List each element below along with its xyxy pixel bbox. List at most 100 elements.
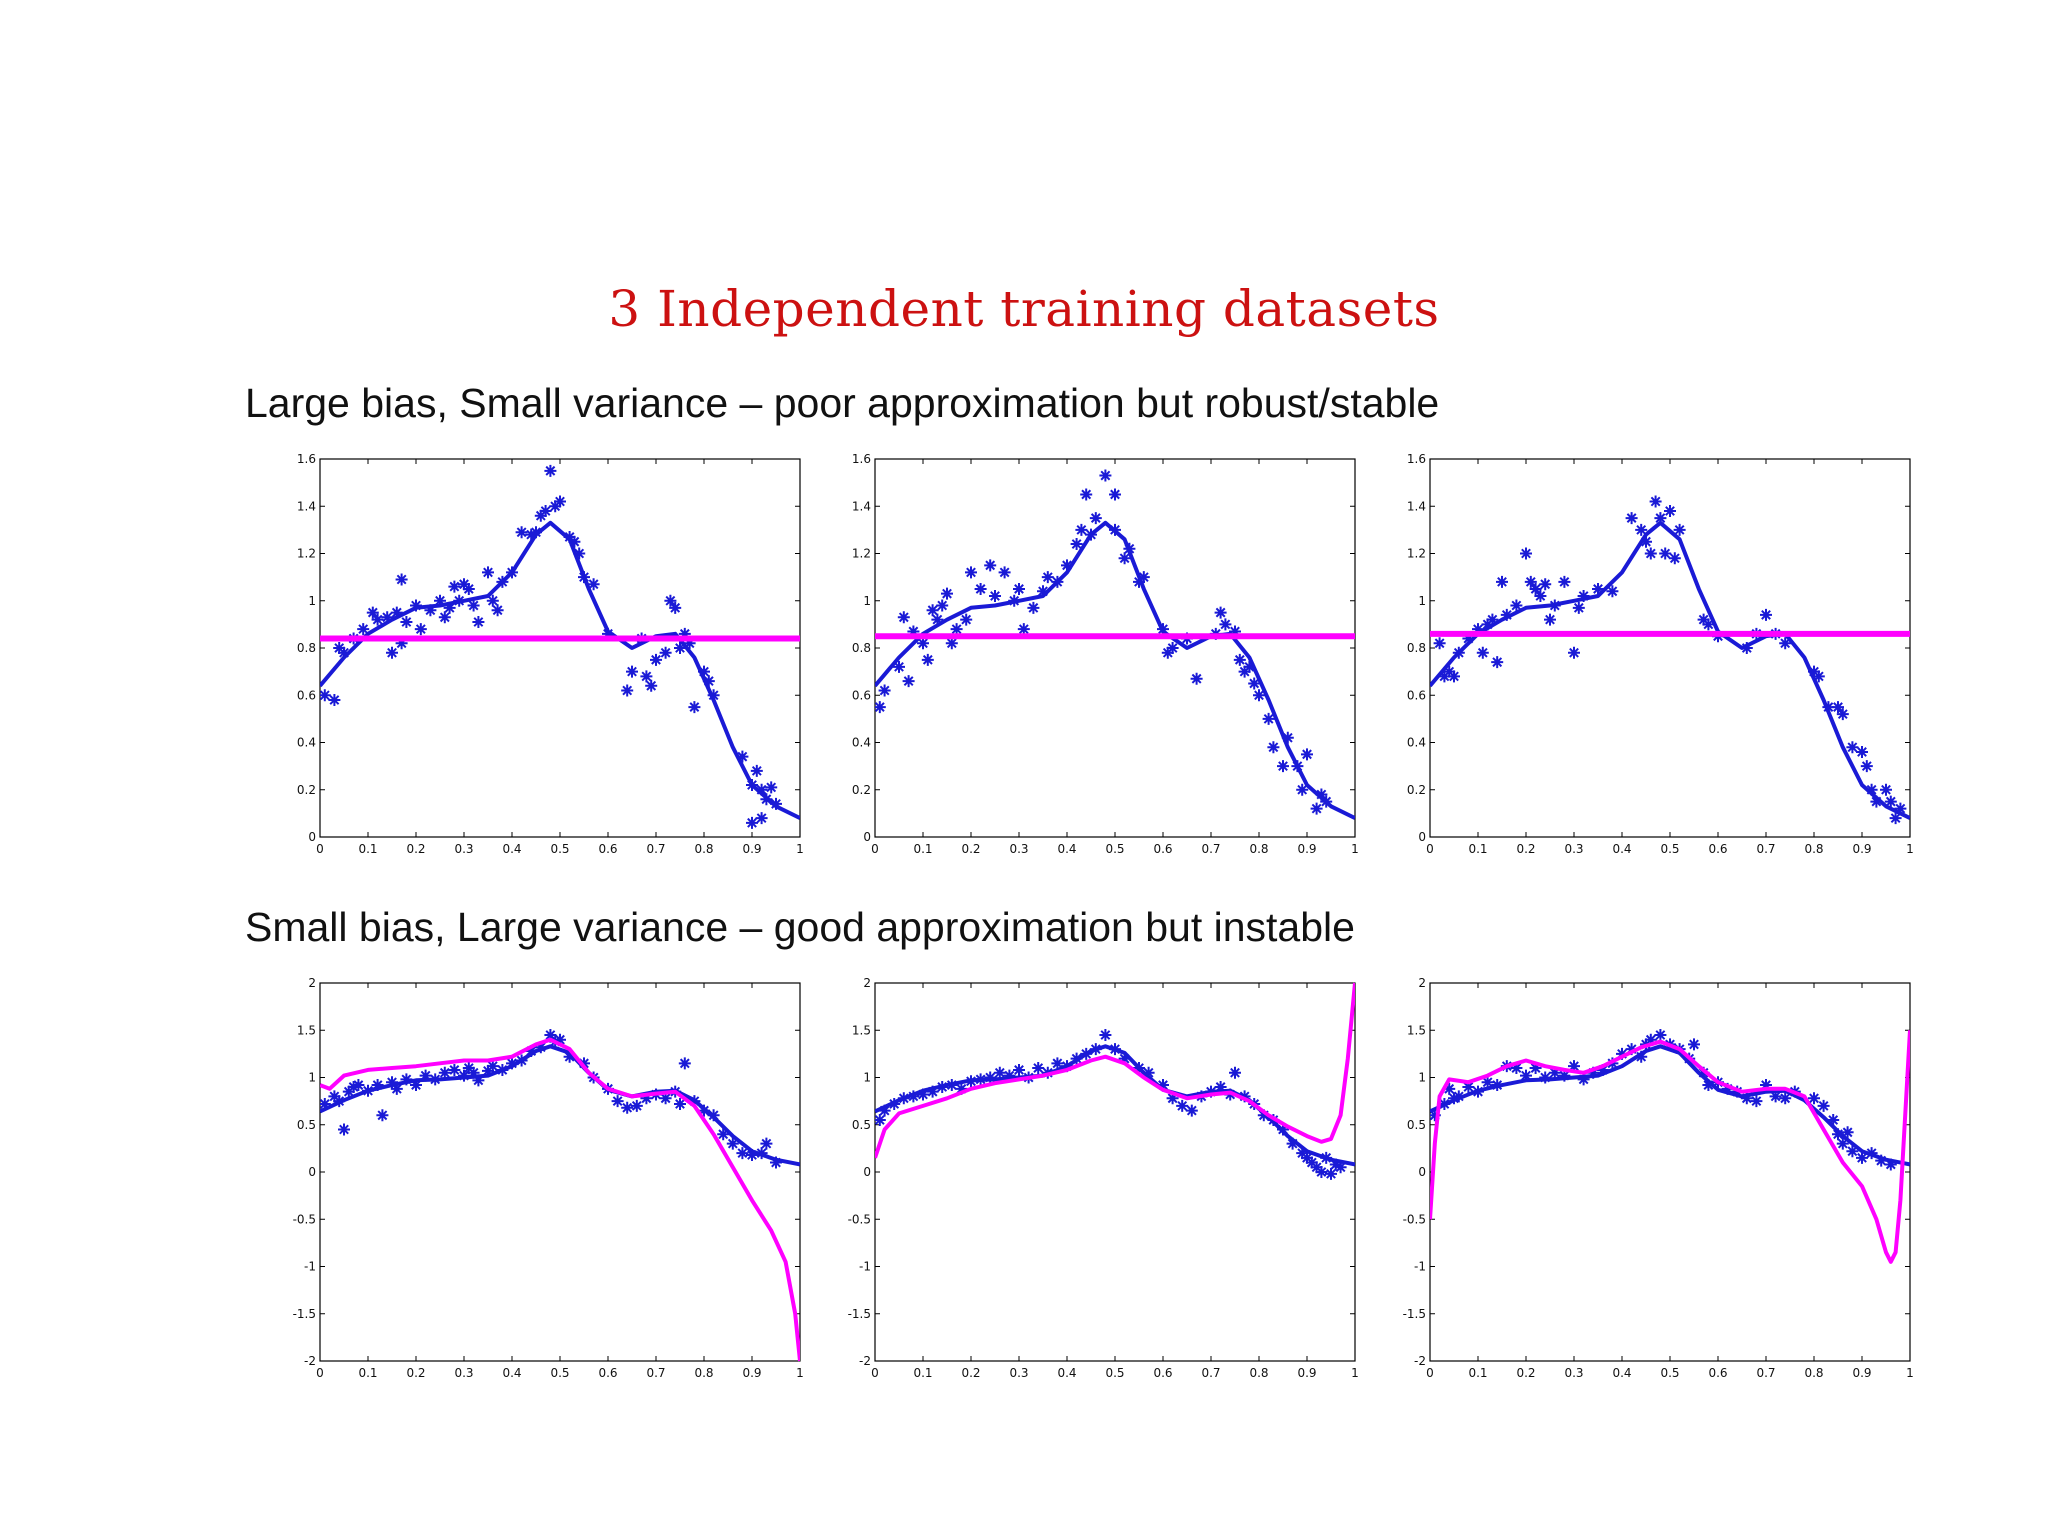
x-tick-label: 0.9 [742,1366,761,1380]
data-point [366,606,379,619]
x-tick-label: 0.4 [1612,842,1631,856]
data-point [1089,512,1102,525]
data-point [539,504,552,517]
x-tick-label: 0.8 [694,1366,713,1380]
data-point [347,1080,360,1093]
data-point [1329,1158,1342,1171]
y-tick-label: 1 [863,1071,871,1085]
data-point [1817,1099,1830,1112]
y-tick-label: 2 [1418,976,1426,990]
data-point [1884,1158,1897,1171]
data-point [1832,701,1844,714]
data-point [1296,1147,1309,1160]
data-point [1051,1057,1064,1070]
data-point [486,594,499,607]
y-tick-label: -1.5 [1403,1307,1426,1321]
y-tick-label: 0.2 [1407,783,1426,797]
data-point [1635,1050,1648,1063]
data-point [998,566,1011,579]
data-point [640,670,653,683]
x-tick-label: 0.5 [550,842,569,856]
data-point [472,616,485,629]
data-point [1534,590,1547,603]
data-point [1664,504,1676,517]
data-point [1832,1128,1844,1141]
data-point [390,1082,403,1095]
y-tick-label: -1 [1414,1260,1426,1274]
data-point [1702,1079,1715,1092]
x-tick-label: 0.6 [1708,1366,1727,1380]
data-point [587,578,600,591]
data-point [1229,1066,1241,1079]
data-point [1846,741,1859,754]
x-tick-label: 0.7 [646,1366,665,1380]
data-point [1433,637,1446,650]
y-tick-label: -0.5 [1403,1212,1426,1226]
data-point [683,637,696,650]
x-tick-label: 0.4 [502,842,521,856]
data-point [1443,665,1456,678]
data-point [1061,559,1073,572]
x-tick-label: 0.2 [961,1366,980,1380]
data-point [1659,547,1672,560]
data-point [669,601,682,614]
x-tick-label: 1 [796,1366,804,1380]
data-point [491,604,504,617]
data-point [1750,1095,1763,1108]
data-point [1305,1156,1318,1169]
data-point [1520,547,1532,560]
data-point [1430,1109,1441,1122]
data-point [544,1028,557,1041]
y-tick-label: 0 [863,830,871,844]
x-tick-label: 0.9 [1297,842,1316,856]
x-tick-label: 0.9 [1852,842,1871,856]
data-point [1544,613,1556,626]
data-point [1185,1104,1198,1117]
data-point [698,665,710,678]
data-point [989,590,1001,603]
y-tick-label: 1.2 [297,547,316,561]
data-point [1760,1079,1772,1092]
data-point [1577,590,1590,603]
data-point [1080,488,1093,501]
data-point [1880,783,1892,796]
data-point [630,1099,643,1112]
plot-area [1430,495,1910,825]
y-tick-label: 1 [1418,1071,1426,1085]
data-point [1606,585,1619,598]
data-point [1462,1080,1475,1093]
data-point [328,693,341,706]
x-tick-label: 0.1 [1468,1366,1487,1380]
data-point [893,660,905,673]
data-point [1233,653,1246,666]
data-point [645,679,658,692]
data-point [395,573,408,586]
data-point [1568,646,1580,659]
y-tick-label: 0.8 [297,641,316,655]
x-tick-label: 0 [871,1366,879,1380]
true-function-line [1430,520,1910,820]
data-point [1841,1126,1854,1139]
data-point [640,1092,653,1105]
data-point [1644,1033,1657,1046]
data-point [357,623,370,636]
x-tick-label: 0.6 [1153,842,1172,856]
data-point [1281,731,1294,744]
y-tick-label: 0.4 [297,736,316,750]
data-point [1673,523,1686,536]
data-point [371,613,384,626]
data-point [921,653,934,666]
x-tick-label: 0.8 [1804,842,1823,856]
y-tick-label: 2 [863,976,871,990]
data-point [1027,601,1040,614]
x-tick-label: 0.6 [598,842,617,856]
data-point [1219,618,1232,631]
data-point [328,1090,341,1103]
y-tick-label: 0 [308,1165,316,1179]
data-point [1315,788,1328,801]
data-point [424,604,437,617]
data-point [320,689,331,702]
data-point [400,1073,413,1086]
x-tick-label: 0 [1426,1366,1434,1380]
data-point [554,495,566,508]
